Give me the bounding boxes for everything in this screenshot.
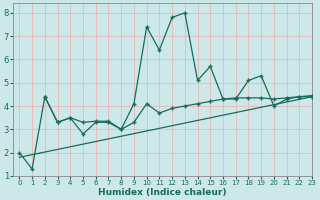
X-axis label: Humidex (Indice chaleur): Humidex (Indice chaleur)	[98, 188, 227, 197]
